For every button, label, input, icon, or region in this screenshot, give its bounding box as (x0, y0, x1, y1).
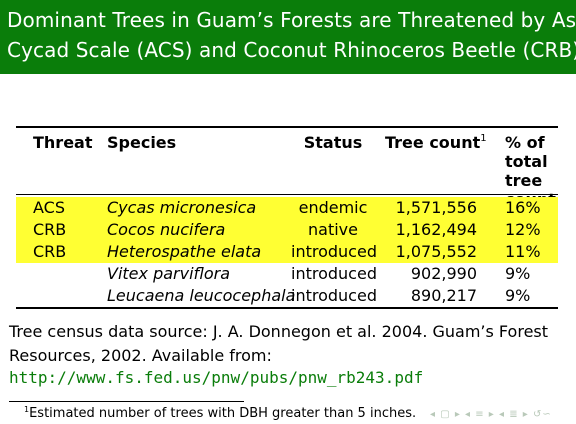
cell-threat: CRB (33, 242, 67, 261)
nav-search-icon[interactable]: ↺∽ (532, 409, 552, 420)
footnote: 1Estimated number of trees with DBH grea… (24, 405, 416, 421)
row-highlight (16, 241, 558, 263)
cell-tree-count: 1,162,494 (395, 220, 477, 239)
cell-status: introduced (291, 242, 377, 261)
header-threat: Threat (33, 133, 93, 152)
slide-title-line-2: Cycad Scale (ACS) and Coconut Rhinoceros… (7, 38, 576, 62)
cell-status: endemic (298, 198, 368, 217)
nav-section-icon[interactable]: ◂ ≣ ▸ (499, 409, 529, 420)
source-citation: Tree census data source: J. A. Donnegon … (9, 320, 548, 368)
cell-pct: 12% (505, 220, 541, 239)
row-highlight (16, 219, 558, 241)
header-status: Status (303, 133, 363, 152)
cell-threat: CRB (33, 220, 67, 239)
cell-species: Cocos nucifera (107, 220, 226, 239)
slide-title-line-1: Dominant Trees in Guam’s Forests are Thr… (7, 8, 576, 32)
source-line-1: Tree census data source: J. A. Donnegon … (9, 322, 549, 341)
nav-subsection-icon[interactable]: ◂ ≡ ▸ (465, 409, 495, 420)
cell-status: introduced (291, 286, 377, 305)
cell-tree-count: 902,990 (410, 264, 477, 283)
cell-species: Vitex parviflora (107, 264, 231, 283)
cell-threat: ACS (33, 198, 65, 217)
cell-tree-count: 1,571,556 (395, 198, 477, 217)
header-species: Species (107, 133, 177, 152)
cell-species: Cycas micronesica (107, 198, 257, 217)
header-tree-count-label: Tree count (385, 133, 481, 152)
cell-tree-count: 1,075,552 (395, 242, 477, 261)
header-pct-line-3: tree (505, 171, 543, 190)
header-tree-count: Tree count1 (385, 133, 487, 152)
cell-status: introduced (291, 264, 377, 283)
cell-species: Leucaena leucocephala (107, 286, 296, 305)
footnote-text: Estimated number of trees with DBH great… (29, 406, 417, 421)
cell-tree-count: 890,217 (410, 286, 477, 305)
table-header-rule (16, 194, 558, 195)
cell-pct: 16% (505, 198, 541, 217)
source-url-link[interactable]: http://www.fs.fed.us/pnw/pubs/pnw_rb243.… (9, 368, 424, 387)
header-pct-line-2: total (505, 152, 548, 171)
footnote-mark: 1 (24, 405, 30, 414)
table-bottom-rule (16, 307, 558, 309)
header-pct-line-1: % of (505, 133, 545, 152)
row-highlight (16, 197, 558, 219)
cell-pct: 9% (505, 286, 531, 305)
cell-pct: 9% (505, 264, 531, 283)
footnote-marker: 1 (480, 133, 487, 144)
cell-species: Heterospathe elata (107, 242, 262, 261)
footnote-rule (9, 401, 244, 402)
table-top-rule (16, 126, 558, 128)
source-line-2: Resources, 2002. Available from: (9, 346, 272, 365)
cell-status: native (308, 220, 358, 239)
slide-title-bar: Dominant Trees in Guam’s Forests are Thr… (0, 0, 576, 74)
nav-frame-icon[interactable]: ◂ ▢ ▸ (430, 409, 461, 420)
beamer-navigation-symbols[interactable]: ◂ ▢ ▸ ◂ ≡ ▸ ◂ ≣ ▸ ↺∽ (430, 409, 552, 420)
cell-pct: 11% (505, 242, 541, 261)
